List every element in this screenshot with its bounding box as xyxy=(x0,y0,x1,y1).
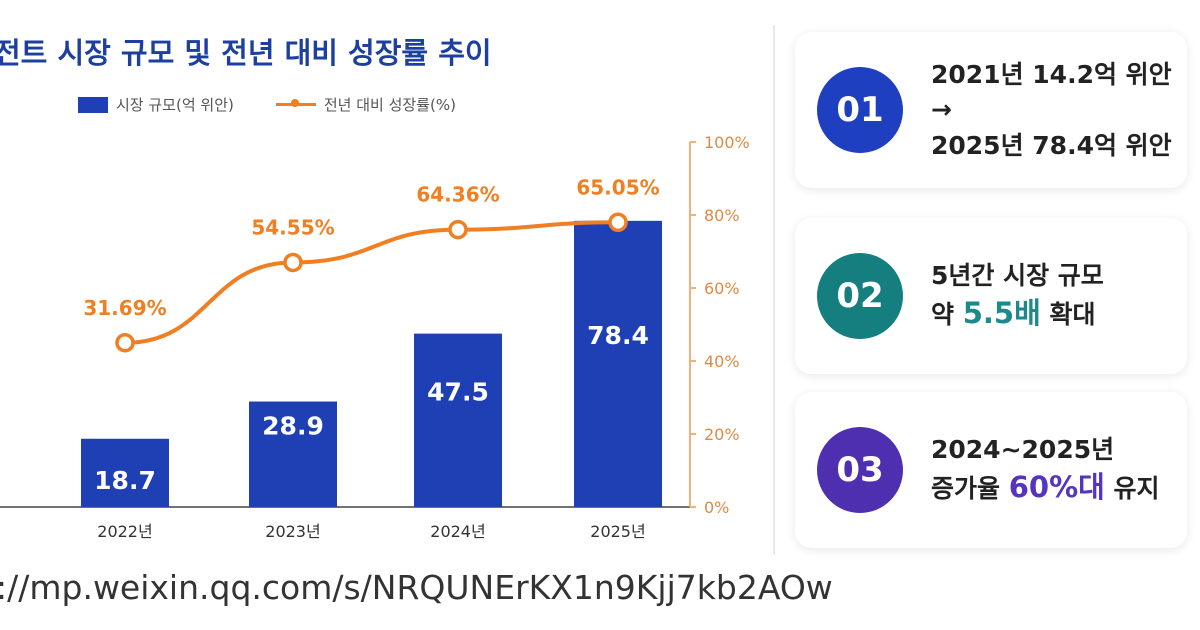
card-badge: 02 xyxy=(817,253,903,339)
x-tick-label: 2024년 xyxy=(430,522,485,541)
legend-line-swatch xyxy=(275,99,316,107)
right-axis-tick-label: 20% xyxy=(704,425,740,444)
right-axis-tick-label: 100% xyxy=(704,133,750,152)
legend-bar-label: 시장 규모(억 위안) xyxy=(116,96,234,114)
panel-divider xyxy=(773,25,775,555)
growth-point-label: 31.69% xyxy=(83,296,166,320)
card-text: 5년간 시장 규모 약 5.5배 확대 xyxy=(931,258,1104,335)
right-axis-tick-label: 80% xyxy=(704,206,740,225)
card-line: 약 5.5배 확대 xyxy=(931,293,1104,334)
bar-value-label: 18.7 xyxy=(94,466,156,495)
growth-point xyxy=(115,333,135,353)
chart-title: 전트 시장 규모 및 전년 대비 성장률 추이 xyxy=(0,36,492,70)
card-line-post: 확대 xyxy=(1040,300,1096,330)
x-tick-label: 2022년 xyxy=(97,522,152,541)
growth-point-label: 65.05% xyxy=(576,175,659,199)
bar-value-label: 78.4 xyxy=(587,321,649,350)
card-highlight: 5.5배 xyxy=(962,296,1041,331)
x-tick-label: 2025년 xyxy=(590,522,645,541)
growth-point-label: 64.36% xyxy=(416,183,499,207)
card-line: 2024~2025년 xyxy=(931,434,1115,464)
card-line: 5년간 시장 규모 xyxy=(931,260,1104,290)
bar xyxy=(574,220,662,507)
source-url: ://mp.weixin.qq.com/s/NRQUNErKX1n9Kjj7kb… xyxy=(0,568,833,607)
card-line: 2021년 14.2억 위안→ xyxy=(931,59,1172,125)
right-axis-tick-label: 60% xyxy=(704,279,740,298)
card-line-pre: 증가율 xyxy=(931,474,1009,504)
card-badge: 01 xyxy=(817,67,903,153)
card-text: 2021년 14.2억 위안→ 2025년 78.4억 위안 xyxy=(931,57,1187,164)
growth-point-label: 54.55% xyxy=(251,215,334,239)
growth-point xyxy=(448,219,468,240)
card-01: 01 2021년 14.2억 위안→ 2025년 78.4억 위안 xyxy=(795,32,1187,188)
legend-bar-swatch xyxy=(78,96,108,113)
card-line-post: 유지 xyxy=(1104,474,1160,504)
bar-value-label: 28.9 xyxy=(262,411,324,440)
card-badge: 03 xyxy=(817,427,903,513)
growth-point xyxy=(608,212,628,233)
card-03: 03 2024~2025년 증가율 60%대 유지 xyxy=(795,392,1187,548)
card-highlight: 60%대 xyxy=(1008,470,1105,505)
growth-line xyxy=(124,220,619,345)
right-axis-tick-label: 40% xyxy=(704,352,740,371)
bar xyxy=(249,401,337,507)
bar xyxy=(414,333,502,507)
bar xyxy=(81,438,169,507)
legend: 시장 규모(억 위안) 전년 대비 성장률(%) xyxy=(78,94,456,115)
card-line: 2025년 78.4억 위안 xyxy=(931,130,1172,160)
card-text: 2024~2025년 증가율 60%대 유지 xyxy=(931,432,1160,509)
bar-value-label: 47.5 xyxy=(427,377,489,406)
x-tick-label: 2023년 xyxy=(265,522,320,541)
card-line-pre: 약 xyxy=(931,300,963,330)
right-axis-tick-label: 0% xyxy=(704,498,729,517)
chart: 0% 20% 40% 60% 80% 100% 18.7 2022년 28.9 2023년 47.5… xyxy=(0,133,750,541)
card-line: 증가율 60%대 유지 xyxy=(931,467,1160,508)
growth-point xyxy=(283,252,303,273)
legend-line-label: 전년 대비 성장률(%) xyxy=(323,96,456,114)
card-02: 02 5년간 시장 규모 약 5.5배 확대 xyxy=(795,218,1187,374)
